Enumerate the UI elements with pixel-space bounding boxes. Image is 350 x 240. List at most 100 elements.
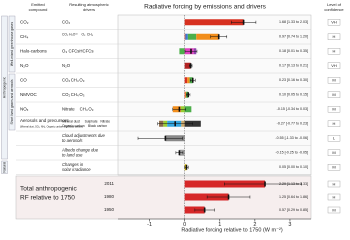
driver-label: Organic carbon <box>62 124 85 128</box>
value-marker <box>178 106 181 112</box>
confidence: M <box>332 92 335 97</box>
bar-segment <box>185 33 188 40</box>
driver-description-line: to aerosols <box>62 138 83 143</box>
column-header-line: compound <box>29 7 48 12</box>
confidence-box <box>327 164 341 171</box>
driver-label: H₂Oˢᵗʳ <box>69 32 78 36</box>
driver-label: Sulphate <box>85 119 98 123</box>
value-label: 2.29 [1.13 to 3.33] <box>279 182 308 186</box>
confidence-box <box>327 91 341 98</box>
compound: CO <box>20 77 27 82</box>
confidence-box <box>327 19 341 26</box>
group-label: Anthropogenic <box>2 77 6 99</box>
year-label: 2011 <box>104 181 114 186</box>
value-label: -0.15 [-0.25 to -0.05] <box>275 151 308 155</box>
confidence-box <box>327 120 341 127</box>
confidence: M <box>332 107 335 112</box>
group-label: Natural <box>2 162 6 173</box>
driver-label: CH₄ <box>71 77 79 82</box>
bar-segment <box>184 77 188 84</box>
column-header-line: drivers <box>83 7 95 12</box>
bar-segment <box>184 62 191 69</box>
driver-label: HCFCs <box>79 48 93 53</box>
confidence-box <box>327 149 341 156</box>
confidence: H <box>333 194 336 199</box>
value-marker <box>190 48 192 54</box>
year-label: 1950 <box>104 207 115 212</box>
bar-segment <box>179 48 185 55</box>
value-marker <box>178 150 181 156</box>
driver-label: O₃ <box>79 92 84 97</box>
x-tick-label: 2 <box>253 222 256 228</box>
value-marker <box>185 164 188 170</box>
column-header-line: Resulting atmospheric <box>69 2 109 7</box>
bar-segment <box>187 77 190 84</box>
group-bracket <box>8 73 16 131</box>
confidence-box <box>327 180 341 188</box>
value-label: 0.57 [0.29 to 0.85] <box>279 208 308 212</box>
confidence: M <box>332 150 335 155</box>
group-bracket <box>1 160 8 174</box>
confidence: VH <box>331 63 337 68</box>
value-label: 0.10 [0.05 to 0.15] <box>279 93 308 97</box>
driver-label: CH₄ <box>71 92 79 97</box>
column-header-line: Emitted <box>31 2 45 7</box>
value-label: 1.25 [0.64 to 1.86] <box>279 195 308 199</box>
chart: Radiative forcing by emissions and drive… <box>1 2 344 233</box>
driver-label: Nitrate <box>62 106 75 111</box>
value-label: 0.05 [0.00 to 0.10] <box>279 165 308 169</box>
bar-segment <box>184 33 186 40</box>
column-header: Level of confidence <box>324 2 344 12</box>
driver-description-line: Changes in <box>62 162 84 167</box>
value-label: -0.55 [-1.33 to -0.06] <box>275 136 308 140</box>
driver-description-line: to land use <box>62 152 83 157</box>
value-marker <box>203 207 206 213</box>
value-marker <box>242 19 245 25</box>
compound: CO₂ <box>20 19 29 24</box>
bar-segment <box>184 19 244 26</box>
driver-label: Mineral dust <box>62 119 80 123</box>
value-marker <box>191 77 194 83</box>
total-label-line: Total anthropogenic <box>20 186 77 193</box>
column-header-line: confidence <box>324 7 344 12</box>
group-bracket <box>1 15 8 160</box>
column-header-line: Level of <box>327 2 342 7</box>
value-label: 0.97 [0.74 to 1.20] <box>279 35 308 39</box>
confidence: M <box>332 78 335 83</box>
bar-segment <box>184 91 186 98</box>
driver-label: CFCs <box>68 48 79 53</box>
compound: N₂O <box>20 63 29 68</box>
confidence-box <box>327 106 341 113</box>
driver-description: Cloud adjustments due to aerosols <box>62 133 106 143</box>
compound: CH₄ <box>20 34 28 39</box>
confidence: H <box>333 181 336 186</box>
x-tick-label: -1 <box>147 222 152 228</box>
value-marker <box>264 181 266 187</box>
compound: Halo-carbons <box>20 48 48 53</box>
driver-label: N₂O <box>62 63 71 68</box>
value-label: -0.15 [-0.34 to 0.03] <box>277 107 308 111</box>
compound: Aerosols and precursors <box>20 118 70 123</box>
driver-label: CH₄ <box>80 106 88 111</box>
value-label: -0.27 [-0.77 to 0.23] <box>277 122 308 126</box>
confidence-box <box>327 62 341 69</box>
total-label-line: RF relative to 1750 <box>20 195 75 202</box>
plot-area <box>117 14 312 176</box>
driver-label: O₃ <box>62 48 67 53</box>
confidence-box <box>327 193 341 201</box>
driver-description-line: solar irradiance <box>62 167 91 172</box>
value-label: 0.17 [0.13 to 0.21] <box>279 64 308 68</box>
confidence-box <box>327 206 341 214</box>
compound: NOₓ <box>20 106 29 111</box>
confidence-box <box>327 33 341 40</box>
driver-description-line: Albedo change due <box>61 147 99 152</box>
confidence: M <box>332 165 335 170</box>
driver-label: CO₂ <box>62 92 70 97</box>
value-marker <box>164 135 167 141</box>
bar-segment <box>187 33 197 40</box>
column-header: Resulting atmospheric drivers <box>69 2 109 12</box>
compound: NMVOC <box>20 92 38 97</box>
bar-segment <box>184 106 192 113</box>
driver-label: Nitrate <box>100 119 110 123</box>
driver-description: Albedo change due to land use <box>61 147 99 157</box>
